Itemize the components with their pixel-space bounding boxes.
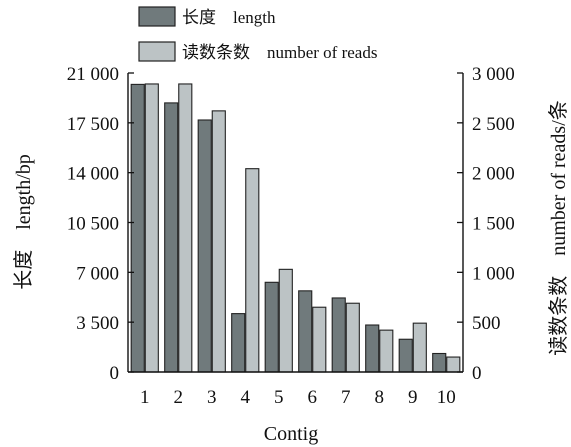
- left-y-axis-title: 长度 length/bp: [12, 154, 35, 290]
- right-y-axis-title: 读数条数 number of reads/条: [547, 100, 570, 356]
- legend-swatch-reads: [138, 41, 176, 62]
- x-axis-title: Contig: [264, 423, 318, 445]
- right-tick-label: 500: [472, 313, 501, 334]
- x-tick-label-6: 6: [308, 387, 318, 408]
- x-tick-label-1: 1: [140, 387, 150, 408]
- left-tick-label: 10 500: [67, 214, 119, 235]
- x-tick-label-4: 4: [241, 387, 251, 408]
- left-axis-ticks: 0 3 500 7 000 10 500 14 000 17 500 21 000: [67, 64, 134, 384]
- bars: [130, 83, 461, 373]
- right-tick-label: 1 000: [472, 263, 515, 284]
- reads-bar-5: [278, 268, 293, 373]
- reads-bar-9: [412, 322, 427, 373]
- reads-bar-1: [144, 83, 159, 373]
- x-tick-label-7: 7: [341, 387, 351, 408]
- right-tick-label: 2 500: [472, 114, 515, 135]
- length-bar-5: [264, 281, 279, 373]
- left-tick-label: 7 000: [76, 263, 119, 284]
- legend-label-reads: 读数条数 number of reads: [182, 43, 377, 62]
- reads-bar-2: [178, 83, 193, 373]
- reads-bar-4: [245, 168, 260, 373]
- left-tick-label: 17 500: [67, 114, 119, 135]
- legend: 长度 length 读数条数 number of reads: [138, 6, 377, 62]
- reads-bar-6: [312, 306, 327, 373]
- left-tick-label: 21 000: [67, 64, 119, 85]
- length-bar-8: [365, 324, 380, 373]
- length-bar-3: [197, 119, 212, 373]
- reads-bar-8: [379, 329, 394, 373]
- length-bar-2: [164, 102, 179, 373]
- left-tick-label: 0: [110, 363, 120, 384]
- x-tick-label-9: 9: [408, 387, 418, 408]
- legend-label-length: 长度 length: [182, 8, 276, 27]
- length-bar-10: [432, 352, 447, 373]
- x-tick-label-5: 5: [274, 387, 284, 408]
- x-tick-label-2: 2: [174, 387, 184, 408]
- length-bar-1: [130, 83, 145, 373]
- x-tick-label-3: 3: [207, 387, 217, 408]
- right-tick-label: 0: [472, 363, 482, 384]
- left-tick-label: 3 500: [76, 313, 119, 334]
- right-tick-label: 3 000: [472, 64, 515, 85]
- right-tick-label: 2 000: [472, 164, 515, 185]
- x-tick-label-8: 8: [375, 387, 385, 408]
- right-tick-label: 1 500: [472, 214, 515, 235]
- length-bar-7: [331, 297, 346, 373]
- legend-swatch-length: [138, 6, 176, 27]
- right-axis-ticks: 0 500 1 000 1 500 2 000 2 500 3 000: [457, 64, 515, 384]
- reads-bar-3: [211, 110, 226, 373]
- reads-bar-7: [345, 302, 360, 373]
- length-bar-4: [231, 313, 246, 373]
- length-bar-9: [398, 338, 413, 373]
- reads-bar-10: [446, 356, 461, 373]
- x-axis-ticks: 1 2 3 4 5 6 7 8 9 10: [140, 387, 456, 408]
- length-bar-6: [298, 290, 313, 373]
- x-tick-label-10: 10: [437, 387, 456, 408]
- left-tick-label: 14 000: [67, 164, 119, 185]
